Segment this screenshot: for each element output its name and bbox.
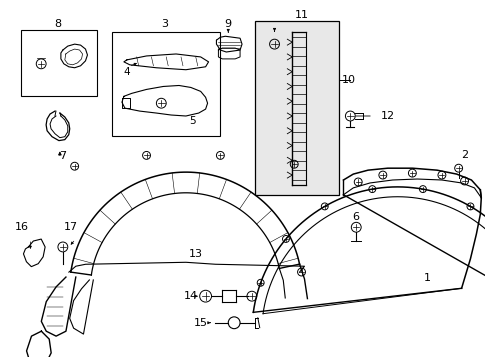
Text: 10: 10 [341,75,355,85]
Text: 3: 3 [161,19,167,30]
Text: 11: 11 [294,10,308,19]
FancyBboxPatch shape [254,21,338,195]
Text: 16: 16 [15,222,28,232]
Text: 4: 4 [123,67,130,77]
Text: 13: 13 [188,249,203,259]
Text: 14: 14 [183,291,198,301]
Text: 7: 7 [59,151,66,161]
Text: 17: 17 [63,222,78,232]
Text: 8: 8 [54,19,61,30]
Text: 12: 12 [380,111,394,121]
Text: 15: 15 [193,318,207,328]
Text: 5: 5 [189,116,196,126]
Text: 1: 1 [423,274,430,283]
Text: 9: 9 [224,19,231,30]
Text: 2: 2 [460,150,467,161]
Text: 6: 6 [352,212,359,222]
